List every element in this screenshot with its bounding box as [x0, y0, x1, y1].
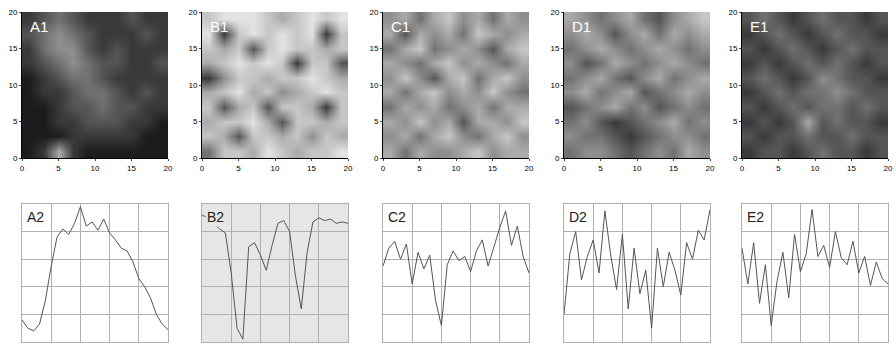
svg-text:10: 10 [811, 164, 820, 173]
svg-text:0: 0 [555, 154, 560, 163]
svg-text:20: 20 [525, 164, 534, 173]
svg-text:15: 15 [728, 44, 737, 53]
svg-text:15: 15 [188, 44, 197, 53]
svg-text:C1: C1 [391, 18, 410, 35]
svg-text:0: 0 [381, 164, 386, 173]
svg-text:5: 5 [555, 117, 560, 126]
svg-text:5: 5 [13, 117, 18, 126]
svg-text:15: 15 [8, 44, 17, 53]
svg-text:20: 20 [706, 164, 715, 173]
svg-text:5: 5 [733, 117, 738, 126]
svg-text:15: 15 [550, 44, 559, 53]
svg-text:B2: B2 [207, 209, 224, 225]
svg-text:B1: B1 [210, 18, 228, 35]
svg-text:A2: A2 [27, 209, 44, 225]
svg-text:5: 5 [776, 164, 781, 173]
svg-text:20: 20 [728, 8, 737, 17]
svg-text:10: 10 [91, 164, 100, 173]
svg-text:0: 0 [193, 154, 198, 163]
svg-text:D2: D2 [569, 209, 587, 225]
svg-text:0: 0 [13, 154, 18, 163]
svg-text:10: 10 [633, 164, 642, 173]
svg-text:0: 0 [562, 164, 567, 173]
svg-text:5: 5 [236, 164, 241, 173]
svg-text:20: 20 [164, 164, 173, 173]
svg-text:0: 0 [740, 164, 745, 173]
svg-text:20: 20 [884, 164, 893, 173]
svg-text:10: 10 [452, 164, 461, 173]
svg-text:15: 15 [127, 164, 136, 173]
svg-text:0: 0 [374, 154, 379, 163]
svg-text:E1: E1 [750, 18, 768, 35]
svg-text:10: 10 [188, 81, 197, 90]
svg-text:20: 20 [550, 8, 559, 17]
svg-text:20: 20 [344, 164, 353, 173]
svg-text:10: 10 [550, 81, 559, 90]
svg-text:5: 5 [417, 164, 422, 173]
svg-text:5: 5 [598, 164, 603, 173]
svg-text:15: 15 [488, 164, 497, 173]
svg-text:15: 15 [847, 164, 856, 173]
svg-text:20: 20 [188, 8, 197, 17]
svg-text:0: 0 [200, 164, 205, 173]
svg-text:10: 10 [8, 81, 17, 90]
svg-text:15: 15 [307, 164, 316, 173]
svg-text:E2: E2 [747, 209, 764, 225]
svg-text:A1: A1 [30, 18, 48, 35]
svg-text:10: 10 [728, 81, 737, 90]
svg-text:D1: D1 [572, 18, 591, 35]
svg-text:0: 0 [733, 154, 738, 163]
svg-text:15: 15 [369, 44, 378, 53]
svg-text:5: 5 [193, 117, 198, 126]
svg-text:C2: C2 [388, 209, 406, 225]
svg-text:5: 5 [56, 164, 61, 173]
svg-text:0: 0 [20, 164, 25, 173]
svg-text:10: 10 [369, 81, 378, 90]
svg-text:20: 20 [8, 8, 17, 17]
svg-text:20: 20 [369, 8, 378, 17]
svg-text:10: 10 [271, 164, 280, 173]
svg-text:5: 5 [374, 117, 379, 126]
svg-text:15: 15 [669, 164, 678, 173]
